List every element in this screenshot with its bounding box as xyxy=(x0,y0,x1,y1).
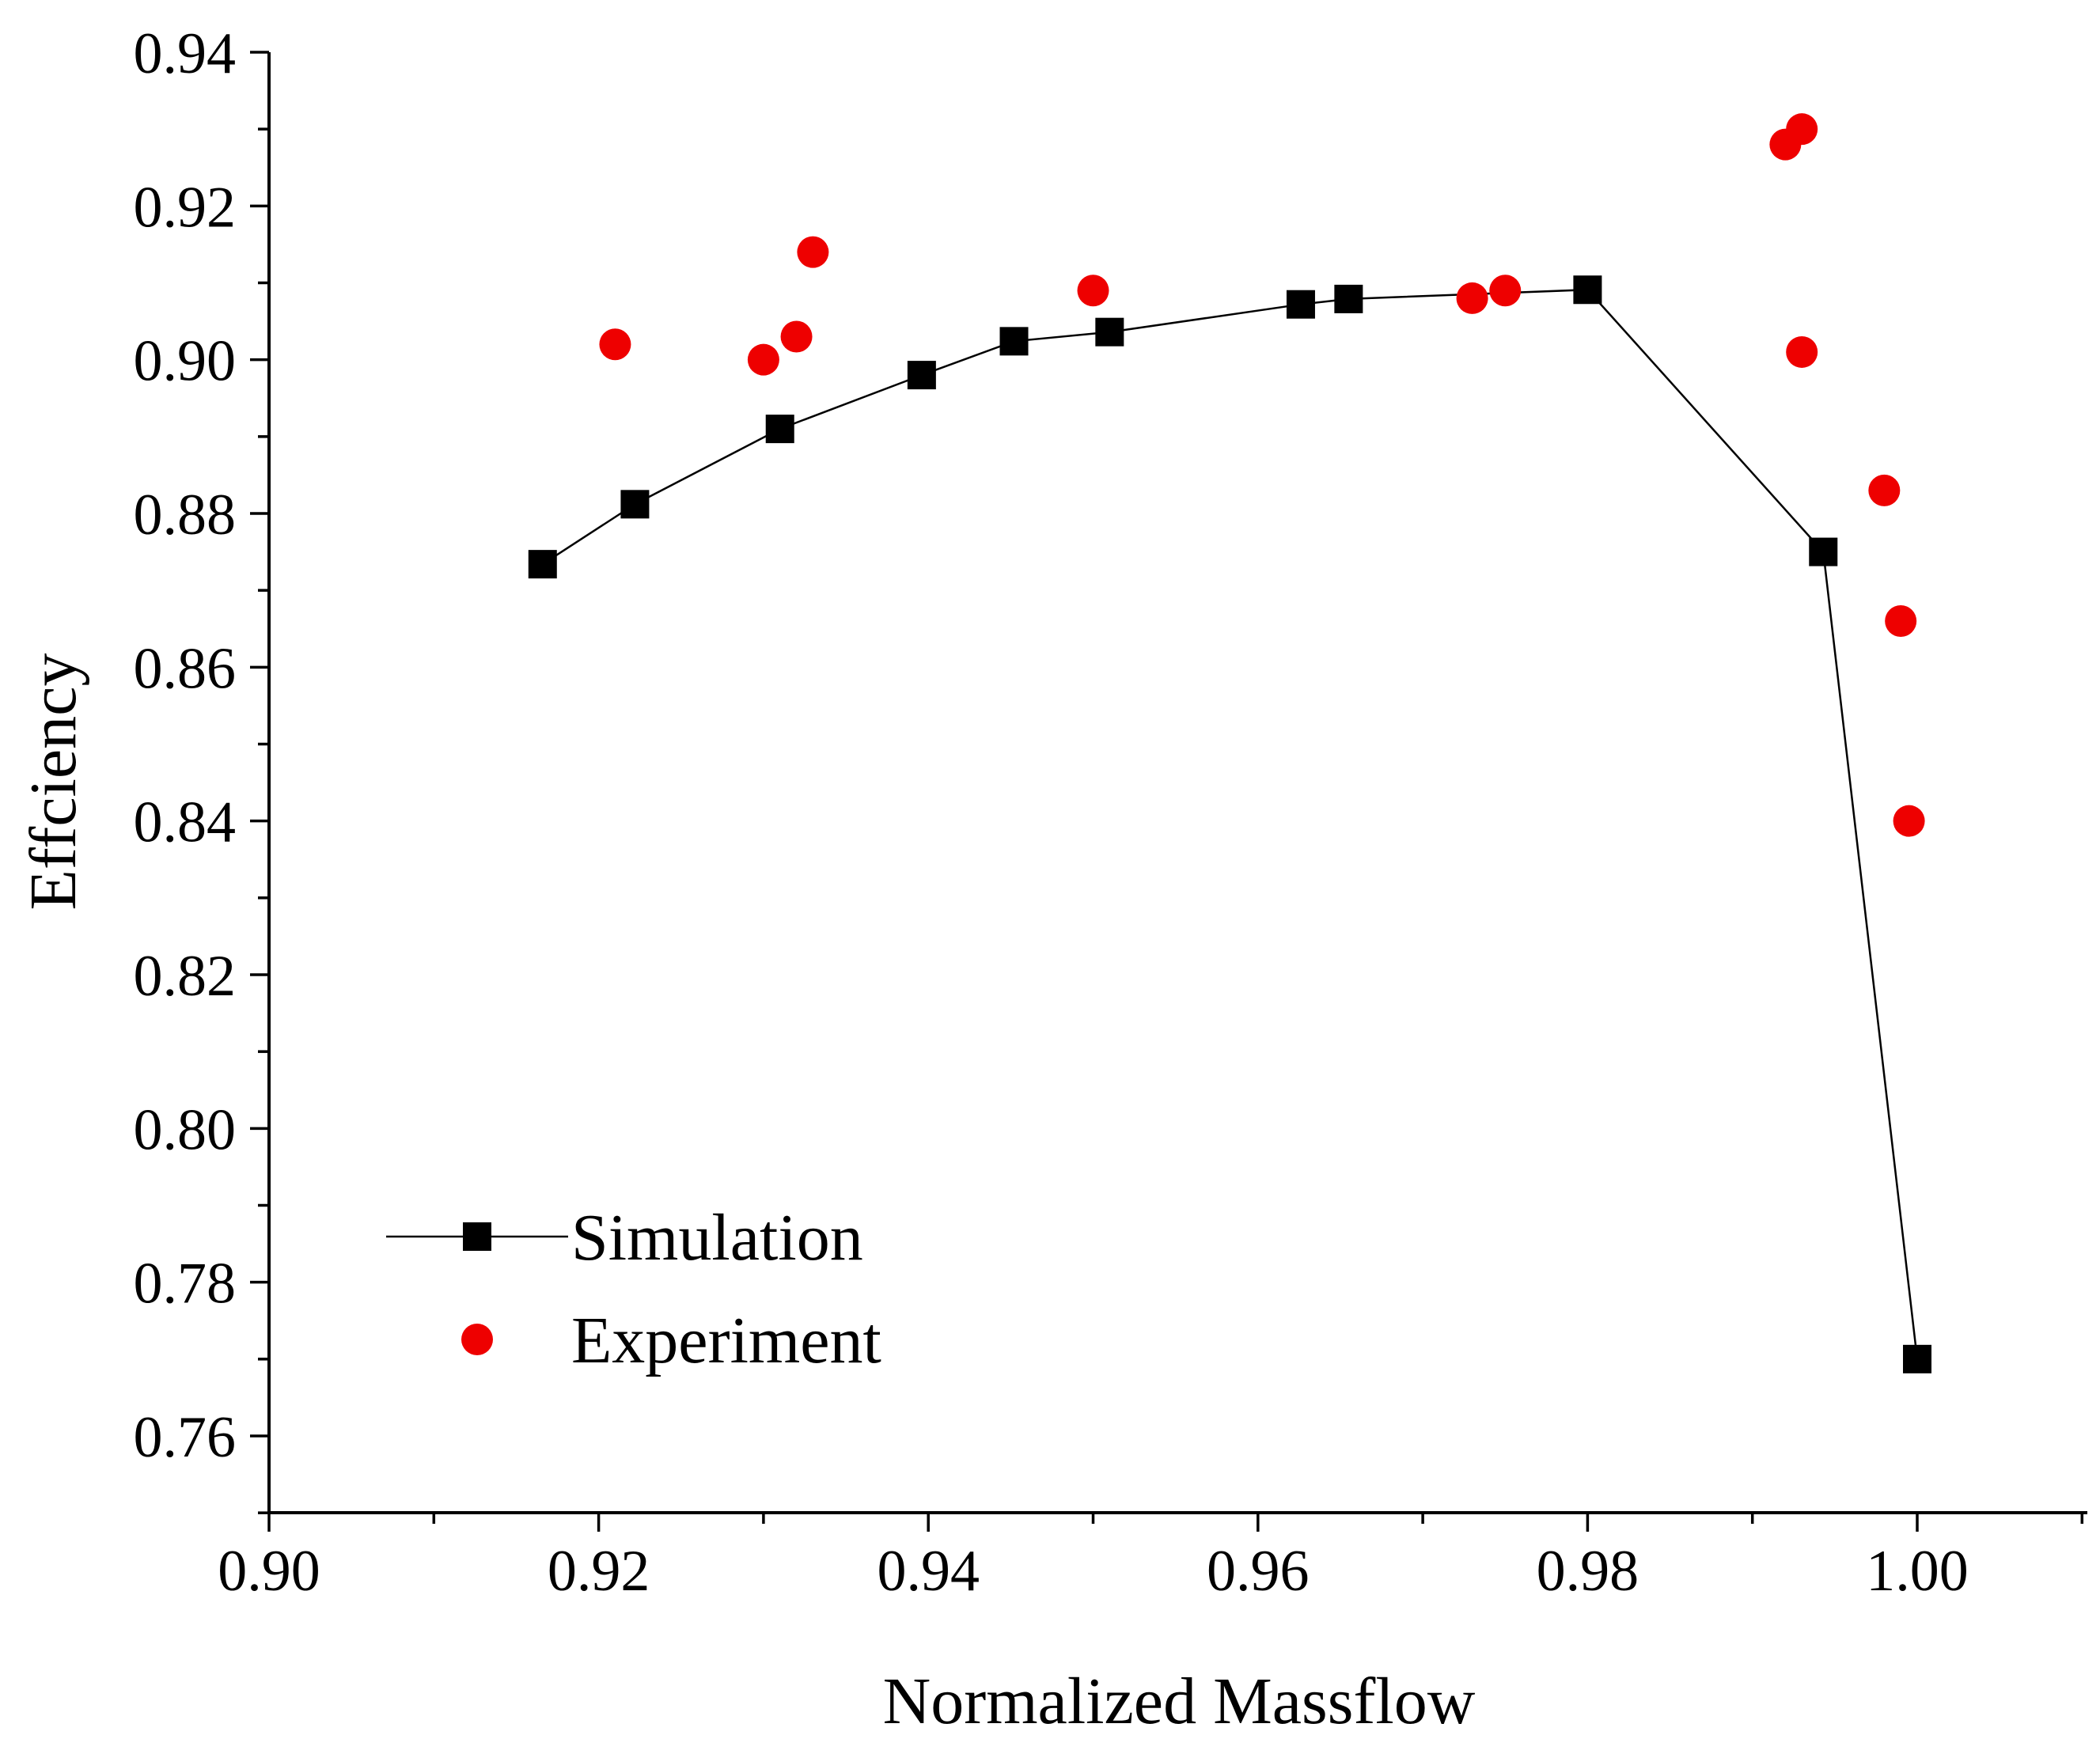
simulation-point xyxy=(1095,317,1124,347)
simulation-point xyxy=(528,550,557,579)
y-tick-label: 0.86 xyxy=(134,636,237,701)
experiment-point xyxy=(1786,113,1818,146)
simulation-point xyxy=(1903,1344,1931,1373)
x-axis-label: Normalized Massflow xyxy=(883,1665,1476,1738)
simulation-point xyxy=(765,415,794,444)
experiment-point xyxy=(1077,275,1109,307)
simulation-point xyxy=(1809,537,1838,566)
y-tick-label: 0.88 xyxy=(134,483,237,547)
simulation-point xyxy=(1286,290,1315,319)
legend-experiment-marker xyxy=(461,1324,493,1355)
legend-simulation-label: Simulation xyxy=(571,1201,863,1275)
experiment-point xyxy=(1786,335,1818,368)
simulation-point xyxy=(1573,275,1602,305)
simulation-point xyxy=(1334,284,1363,313)
experiment-point xyxy=(797,236,829,268)
experiment-point xyxy=(1868,474,1901,506)
x-tick-label: 0.90 xyxy=(218,1539,320,1604)
experiment-point xyxy=(1456,282,1488,314)
x-ticks: 0.90 0.92 0.94 0.96 0.98 1.00 xyxy=(218,1513,2084,1604)
experiment-point xyxy=(1489,275,1522,307)
y-tick-label: 0.92 xyxy=(134,175,237,240)
y-tick-label: 0.76 xyxy=(134,1405,237,1470)
experiment-point xyxy=(1885,605,1917,638)
simulation-point xyxy=(999,327,1029,356)
y-tick-label: 0.94 xyxy=(134,21,237,86)
legend-experiment-label: Experiment xyxy=(571,1304,881,1377)
experiment-point xyxy=(599,328,631,361)
series-layer xyxy=(528,113,1931,1373)
x-tick-label: 0.94 xyxy=(877,1539,980,1604)
simulation-line xyxy=(542,288,1919,1359)
axes xyxy=(267,52,2087,1514)
legend-simulation-marker xyxy=(463,1222,491,1251)
y-ticks: 0.76 0.78 0.80 0.82 0.84 0.86 0.88 0.90 0.92 0.94 xyxy=(134,21,269,1514)
experiment-point xyxy=(1893,805,1925,837)
experiment-point xyxy=(747,343,779,376)
x-tick-label: 0.98 xyxy=(1537,1539,1639,1604)
y-tick-label: 0.80 xyxy=(134,1097,237,1162)
x-tick-label: 0.96 xyxy=(1207,1539,1310,1604)
x-tick-label: 0.92 xyxy=(548,1539,650,1604)
legend: Simulation Experiment xyxy=(386,1201,881,1377)
y-axis-label: Effciency xyxy=(17,653,90,911)
y-tick-label: 0.78 xyxy=(134,1252,237,1316)
simulation-point xyxy=(907,361,936,390)
simulation-point xyxy=(620,490,650,519)
y-tick-label: 0.90 xyxy=(134,329,237,394)
y-tick-label: 0.82 xyxy=(134,944,237,1009)
experiment-point xyxy=(780,320,813,353)
x-tick-label: 1.00 xyxy=(1866,1539,1969,1604)
y-tick-label: 0.84 xyxy=(134,790,237,855)
